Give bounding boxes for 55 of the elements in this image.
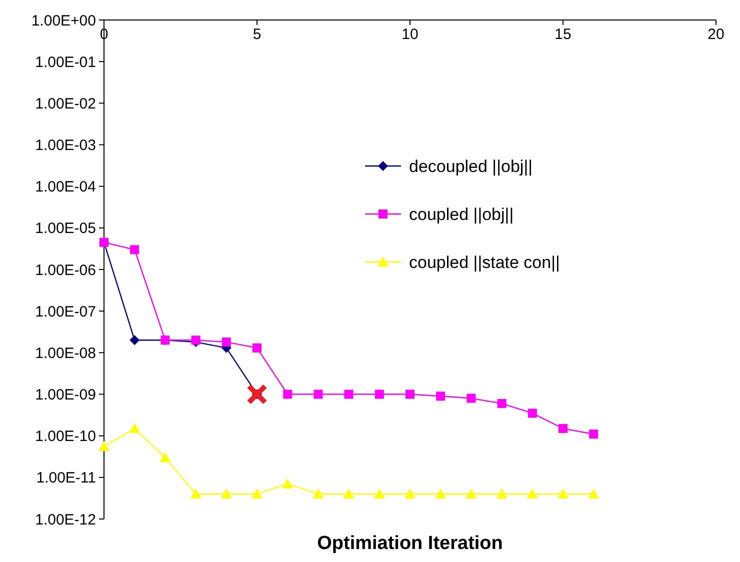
y-tick-label: 1.00E-07 xyxy=(35,303,96,320)
point xyxy=(528,408,537,418)
point xyxy=(130,335,140,346)
point xyxy=(436,392,446,401)
legend-label: coupled ||obj|| xyxy=(409,204,514,224)
y-tick-label: 1.00E-06 xyxy=(35,262,96,279)
point xyxy=(190,488,202,498)
point xyxy=(160,452,171,462)
x-tick-label: 15 xyxy=(554,26,572,43)
point xyxy=(497,398,506,408)
y-tick-label: 1.00E-03 xyxy=(35,137,96,154)
legend-label: coupled ||state con|| xyxy=(409,252,560,272)
point xyxy=(558,424,568,434)
point xyxy=(252,488,262,498)
point xyxy=(252,343,262,352)
y-tick-label: 1.00E-09 xyxy=(35,386,96,404)
point xyxy=(496,488,508,498)
y-tick-label: 1.00E-10 xyxy=(35,428,96,446)
point xyxy=(129,423,140,434)
y-tick-label: 1.00E-02 xyxy=(35,95,96,112)
y-tick-label: 1.00E-08 xyxy=(35,344,96,362)
point xyxy=(98,441,110,452)
point xyxy=(406,390,414,399)
point xyxy=(282,478,294,488)
x-tick-label: 20 xyxy=(708,26,724,43)
y-tick-label: 1.00E-04 xyxy=(35,178,96,196)
point xyxy=(246,384,268,405)
y-tick-label: 1.00E-01 xyxy=(35,54,96,71)
point xyxy=(404,488,416,498)
point xyxy=(283,390,292,399)
point xyxy=(130,245,140,254)
x-tick-label: 5 xyxy=(252,26,262,43)
point xyxy=(558,488,568,498)
point xyxy=(466,488,477,498)
point xyxy=(191,336,200,345)
point xyxy=(589,430,598,439)
point xyxy=(343,488,354,498)
legend-label: decoupled ||obj|| xyxy=(409,156,533,176)
point xyxy=(312,488,324,498)
y-tick-label: 1.00E-05 xyxy=(35,220,96,238)
point xyxy=(588,488,600,498)
y-tick-label: 1.00E-11 xyxy=(36,470,96,487)
point xyxy=(466,394,476,403)
x-tick-label: 10 xyxy=(402,26,418,43)
point xyxy=(314,390,323,399)
y-tick-label: 1.00E+00 xyxy=(31,12,96,30)
point xyxy=(374,488,385,498)
point xyxy=(344,390,354,399)
point xyxy=(435,488,446,498)
point xyxy=(374,390,384,399)
y-tick-label: 1.00E-12 xyxy=(35,511,96,528)
point xyxy=(526,488,538,498)
point xyxy=(222,338,231,347)
x-axis-title: Optimiation Iteration xyxy=(317,533,503,554)
point xyxy=(220,488,232,498)
